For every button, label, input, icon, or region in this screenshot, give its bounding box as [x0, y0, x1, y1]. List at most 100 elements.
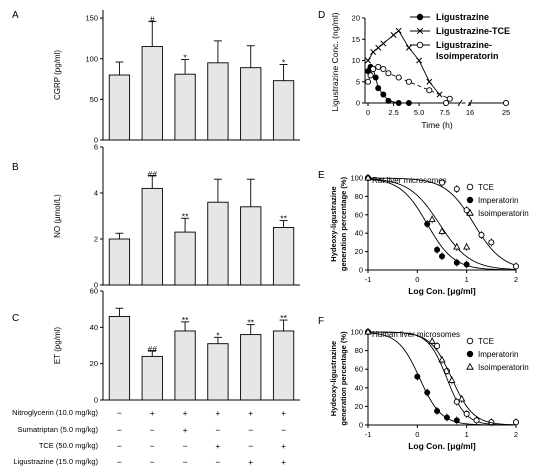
data-point [453, 242, 461, 250]
legend-label: Isoimperatorin [478, 209, 529, 218]
data-point [405, 100, 412, 107]
data-point [442, 99, 450, 107]
treatment-label: Ligustrazine (15.0 mg/kg) [13, 457, 98, 466]
treatment-mark: + [150, 408, 155, 418]
bar [207, 62, 229, 141]
treatment-mark: + [183, 408, 188, 418]
bar [108, 238, 131, 286]
data-point-stroke [390, 32, 397, 38]
y-tick-label: 20 [355, 402, 363, 411]
data-point [375, 85, 382, 92]
data-point [466, 350, 474, 358]
data-point [390, 32, 397, 38]
data-point [473, 417, 480, 424]
data-point [488, 239, 495, 246]
bar [141, 355, 163, 401]
y-tick-label: 60 [355, 210, 363, 219]
data-point [466, 183, 474, 191]
data-point [458, 394, 466, 402]
significance-mark: ** [247, 318, 254, 328]
treatment-mark: + [281, 457, 286, 467]
data-point [424, 389, 431, 396]
treatment-mark: + [281, 408, 286, 418]
legend-label: Ligustrazine-TCE [436, 26, 510, 36]
legend-label: Imperatorin [478, 350, 518, 359]
y-axis-label: generation percentage (%) [339, 176, 348, 271]
treatment-mark: − [248, 425, 253, 435]
y-tick-label: 60 [355, 365, 363, 374]
data-point [416, 13, 424, 21]
treatment-mark: + [248, 457, 253, 467]
y-tick-label: 0 [94, 136, 98, 145]
data-point [385, 70, 392, 77]
x-tick-label: 2 [514, 430, 518, 439]
treatment-mark: − [183, 441, 188, 451]
fit-curve [367, 177, 517, 266]
data-point [512, 419, 520, 426]
x-axis-label: Time (h) [421, 120, 452, 130]
significance-mark: ** [280, 313, 287, 323]
y-tick-label: 0 [356, 99, 360, 108]
data-point [364, 78, 372, 85]
bar [240, 67, 262, 141]
x-tick-label: 2 [514, 275, 518, 284]
y-tick-label: 10 [352, 56, 360, 65]
panel-letter: A [12, 10, 19, 21]
y-axis-label: NO (μmol/L) [53, 194, 62, 238]
bar [272, 227, 295, 286]
x-tick-label: 0 [415, 430, 419, 439]
data-point [502, 99, 510, 107]
panel-letter: C [12, 313, 19, 324]
bar [207, 201, 229, 286]
significance-mark: * [282, 57, 286, 67]
bar [174, 73, 196, 141]
panel-title: Rat liver microsomes [372, 176, 447, 185]
data-point [375, 44, 382, 51]
data-point [365, 57, 371, 64]
data-point [395, 27, 402, 34]
treatment-label: Nitroglycerin (10.0 mg/kg) [12, 408, 98, 417]
x-tick-label: 0 [366, 108, 370, 117]
data-point-stroke [405, 44, 412, 51]
y-tick-label: 20 [352, 14, 360, 23]
significance-mark: ** [280, 214, 287, 224]
significance-mark: * [183, 53, 187, 63]
data-point-stroke [416, 27, 424, 35]
y-tick-label: 0 [94, 396, 98, 405]
treatment-mark: − [215, 425, 220, 435]
treatment-mark: − [248, 441, 253, 451]
data-point [453, 398, 460, 405]
legend-label: TCE [478, 337, 494, 346]
significance-mark: ** [182, 315, 189, 325]
y-tick-label: 0 [359, 266, 363, 275]
bar [141, 46, 163, 141]
data-point [385, 97, 392, 104]
panel-letter: B [12, 162, 19, 173]
data-point [434, 408, 441, 415]
x-tick-label: 7.5 [439, 108, 449, 117]
y-axis-label: generation percentage (%) [339, 331, 348, 426]
data-point [370, 65, 377, 73]
data-point [380, 91, 387, 98]
treatment-mark: − [117, 408, 122, 418]
bar [141, 187, 163, 286]
data-point-stroke [365, 57, 371, 64]
legend-label: TCE [478, 183, 494, 192]
y-tick-label: 60 [90, 287, 98, 296]
bar [207, 343, 229, 401]
bar [272, 80, 295, 141]
data-point [443, 414, 450, 421]
data-point [466, 196, 474, 204]
data-point [380, 40, 387, 47]
y-tick-label: 20 [90, 359, 98, 368]
data-point [424, 220, 431, 227]
x-tick-label: 1 [465, 430, 469, 439]
x-tick-label: 25 [502, 108, 510, 117]
significance-mark: ## [148, 344, 158, 354]
x-tick-label: 2.5 [388, 108, 398, 117]
data-point [426, 87, 433, 94]
y-tick-label: 80 [355, 192, 363, 201]
data-point [428, 337, 436, 344]
x-tick-label: 5.0 [414, 108, 424, 117]
data-point [466, 362, 474, 370]
